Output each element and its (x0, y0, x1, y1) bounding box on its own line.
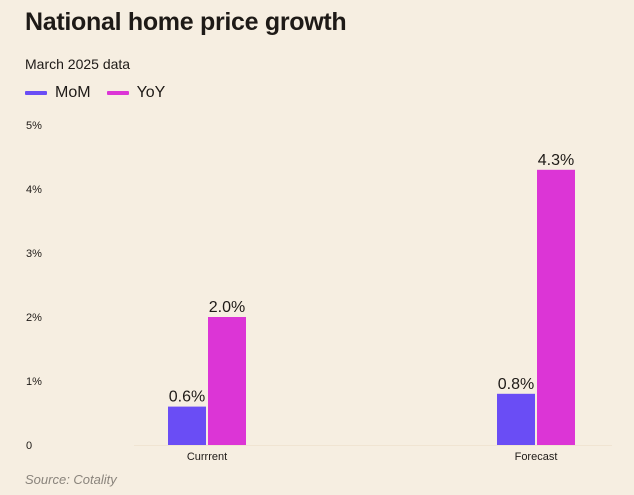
y-tick-label: 1% (26, 376, 42, 388)
legend-item-mom: MoM (25, 84, 91, 102)
bar-mom-1 (168, 406, 206, 445)
legend-swatch-mom (25, 91, 47, 95)
x-tick-label: Currrent (187, 451, 227, 463)
data-label-yoy-2: 4.3% (538, 152, 574, 169)
legend: MoM YoY (25, 84, 165, 102)
chart-title: National home price growth (25, 8, 347, 36)
x-tick-label: Forecast (515, 451, 558, 463)
source-note: Source: Cotality (25, 472, 117, 487)
y-tick-label: 0 (26, 440, 32, 452)
y-tick-label: 4% (26, 184, 42, 196)
y-tick-label: 2% (26, 312, 42, 324)
y-tick-label: 3% (26, 248, 42, 260)
bar-mom-2 (497, 393, 535, 445)
legend-label-mom: MoM (55, 84, 91, 101)
legend-label-yoy: YoY (136, 84, 166, 101)
data-label-mom-2: 0.8% (498, 376, 534, 393)
bar-yoy-2 (537, 169, 575, 446)
data-label-yoy-1: 2.0% (209, 299, 245, 316)
legend-item-yoy: YoY (106, 84, 166, 102)
y-tick-label: 5% (26, 120, 42, 132)
bar-yoy-1 (208, 317, 246, 445)
data-label-mom-1: 0.6% (169, 389, 205, 406)
chart-subtitle: March 2025 data (25, 56, 131, 72)
legend-swatch-yoy (106, 91, 129, 95)
